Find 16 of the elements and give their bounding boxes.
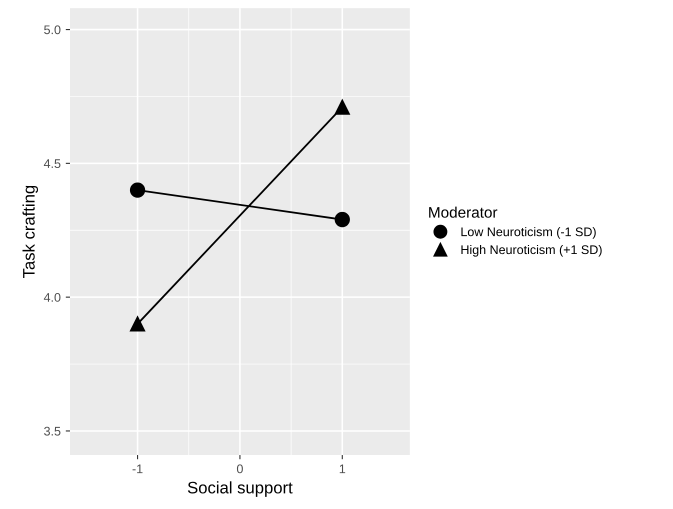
point (130, 316, 146, 332)
legend-label: Low Neuroticism (-1 SD) (461, 227, 596, 239)
y-tick-label: 3.5 (44, 426, 60, 436)
point (130, 182, 146, 198)
point (334, 100, 350, 115)
y-tick-label: 4.0 (44, 292, 60, 302)
x-tick-label: 0 (236, 464, 243, 474)
y-axis-title: Task crafting (22, 186, 38, 278)
y-tick-label: 5.0 (44, 25, 60, 34)
y-tick-label: 4.5 (44, 159, 60, 168)
x-axis-title: Social support (188, 481, 293, 497)
legend-label: High Neuroticism (+1 SD) (461, 244, 602, 257)
x-tick-label: -1 (132, 464, 143, 474)
x-tick-label: 1 (340, 464, 346, 474)
point (334, 212, 350, 228)
legend-title: Moderator (429, 206, 498, 218)
